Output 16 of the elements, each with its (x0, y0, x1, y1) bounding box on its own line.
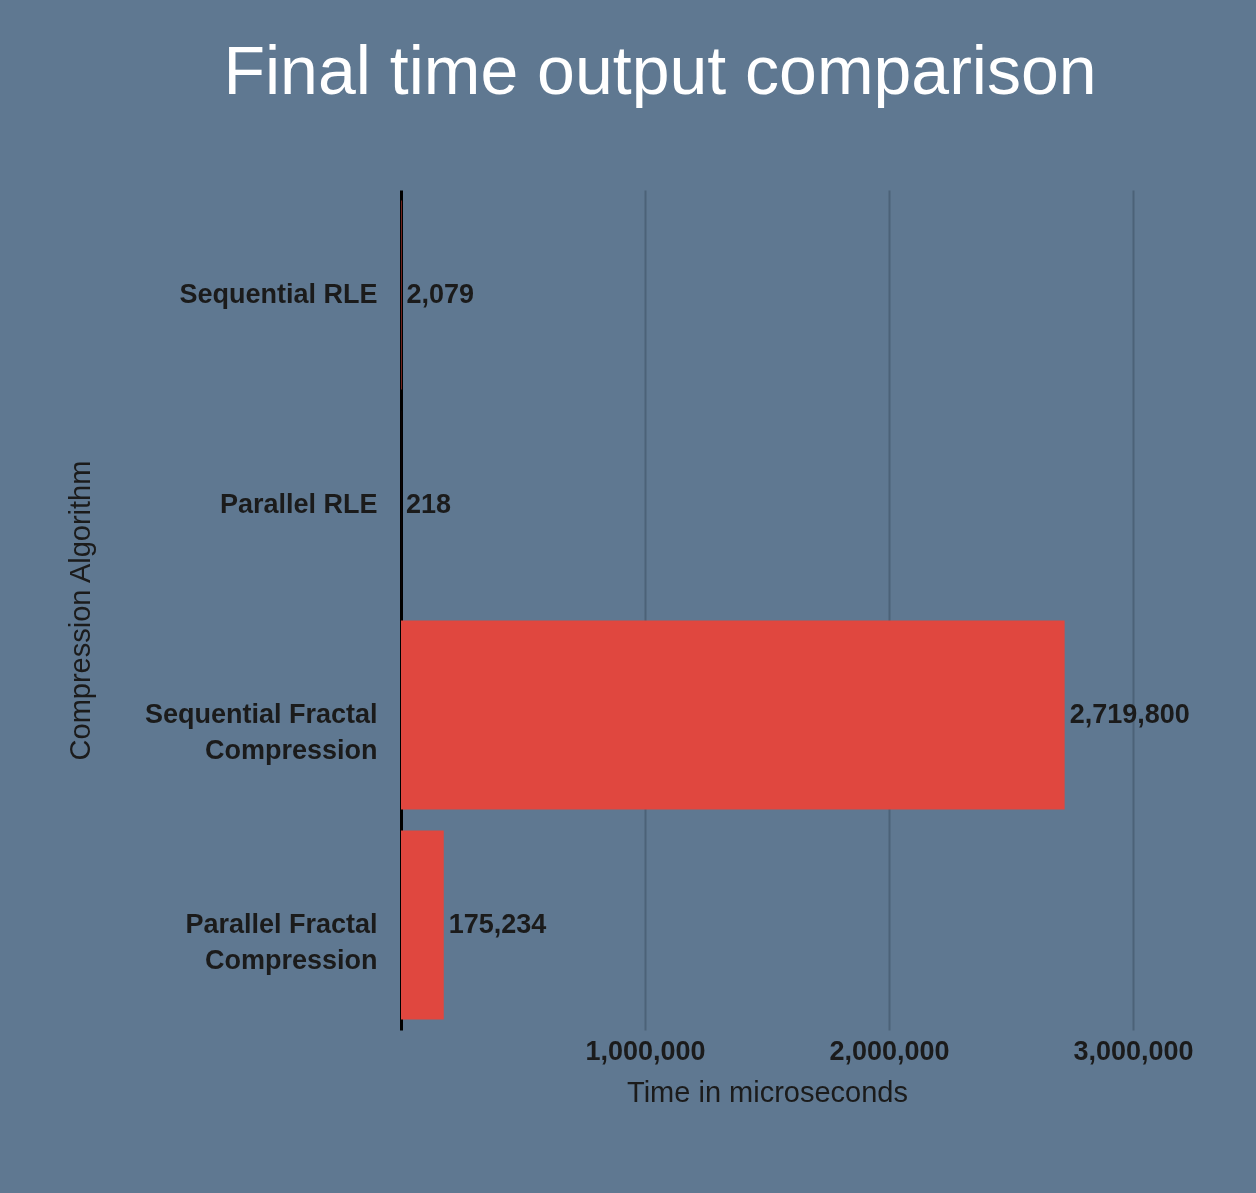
y-axis-title: Compression Algorithm (63, 460, 96, 761)
data-label: 2,719,800 (1069, 699, 1190, 729)
bar (401, 620, 1065, 810)
x-axis-title: Time in microseconds (627, 1075, 908, 1108)
y-tick-label: Parallel Fractal Compression (185, 909, 378, 975)
y-tick-label: Parallel RLE (219, 489, 378, 519)
x-tick-label: 3,000,000 (1073, 1035, 1194, 1066)
bar (401, 830, 444, 1020)
x-tick-label: 2,000,000 (829, 1035, 950, 1066)
y-tick-label: Sequential Fractal Compression (144, 699, 378, 765)
data-label: 175,234 (448, 909, 547, 939)
x-tick-label: 1,000,000 (585, 1035, 706, 1066)
data-label: 218 (406, 489, 452, 519)
chart-title: Final time output comparison (223, 32, 1097, 108)
y-tick-label: Sequential RLE (179, 279, 378, 309)
data-label: 2,079 (406, 279, 475, 309)
